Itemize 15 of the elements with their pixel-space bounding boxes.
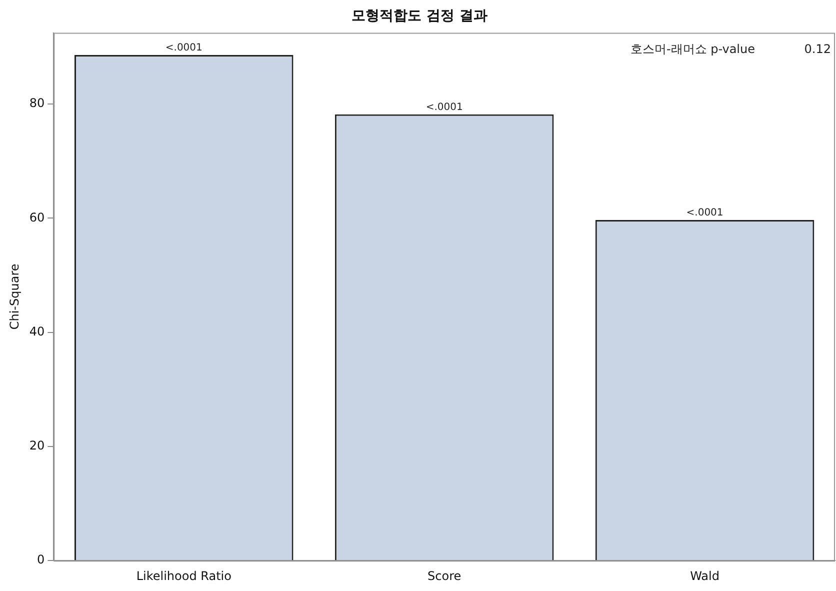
y-tick-label: 80 xyxy=(29,96,45,110)
y-axis-title: Chi-Square xyxy=(7,264,22,330)
x-tick-label: Score xyxy=(428,568,462,583)
data-label: <.0001 xyxy=(686,208,724,219)
y-tick-label: 60 xyxy=(29,210,45,224)
annotation: 호스머-래머쇼 p-value xyxy=(630,42,755,56)
y-tick-label: 20 xyxy=(29,438,45,453)
annotation: 0.12 xyxy=(804,42,831,56)
y-tick-label: 40 xyxy=(29,324,45,338)
x-tick-label: Likelihood Ratio xyxy=(136,568,232,583)
data-label: <.0001 xyxy=(426,102,463,113)
y-tick-label: 0 xyxy=(37,552,45,567)
chart-title: 모형적합도 검정 결과 xyxy=(352,8,488,24)
x-tick-label: Wald xyxy=(690,568,720,583)
data-label: <.0001 xyxy=(165,42,202,54)
